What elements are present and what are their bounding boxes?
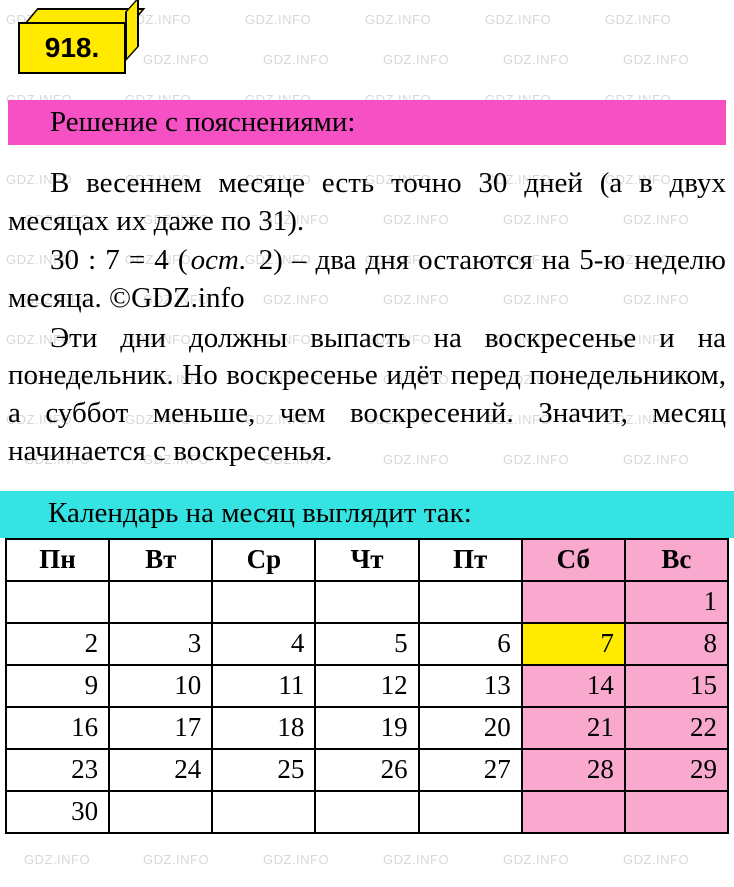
content: 918. Решение с пояснениями: В весеннем м…	[0, 8, 734, 834]
solution-header: Решение с пояснениями:	[8, 100, 726, 145]
table-row: 16171819202122	[6, 707, 728, 749]
calendar-cell: 14	[522, 665, 625, 707]
calendar-cell: 17	[109, 707, 212, 749]
math-prefix: 30 : 7 = 4 (	[50, 244, 188, 276]
watermark: GDZ.INFO	[503, 852, 569, 867]
calendar-cell	[212, 581, 315, 623]
calendar-col-0: Пн	[6, 539, 109, 581]
calendar-table: ПнВтСрЧтПтСбВс 1234567891011121314151617…	[5, 538, 729, 834]
math-line: 30 : 7 = 4 (ост. 2) – два дня остаются н…	[8, 242, 726, 317]
math-mid: 2)	[249, 244, 291, 276]
calendar-header: Календарь на месяц выглядит так:	[0, 491, 734, 538]
table-row: 23242526272829	[6, 749, 728, 791]
calendar-cell	[419, 791, 522, 833]
calendar-cell: 27	[419, 749, 522, 791]
calendar-col-6: Вс	[625, 539, 728, 581]
calendar-cell: 28	[522, 749, 625, 791]
calendar-cell	[625, 791, 728, 833]
calendar-cell	[315, 581, 418, 623]
calendar-head: ПнВтСрЧтПтСбВс	[6, 539, 728, 581]
calendar-cell	[109, 581, 212, 623]
calendar-cell: 20	[419, 707, 522, 749]
calendar-col-4: Пт	[419, 539, 522, 581]
calendar-cell: 18	[212, 707, 315, 749]
calendar-col-2: Ср	[212, 539, 315, 581]
box-side-face	[125, 0, 139, 62]
math-italic: ост.	[188, 244, 250, 276]
watermark: GDZ.INFO	[623, 852, 689, 867]
calendar-cell: 6	[419, 623, 522, 665]
calendar-cell	[419, 581, 522, 623]
calendar-cell	[6, 581, 109, 623]
calendar-cell: 12	[315, 665, 418, 707]
table-row: 9101112131415	[6, 665, 728, 707]
table-row: 2345678	[6, 623, 728, 665]
calendar-body: 1234567891011121314151617181920212223242…	[6, 581, 728, 833]
calendar-cell: 29	[625, 749, 728, 791]
calendar-cell: 2	[6, 623, 109, 665]
calendar-cell: 21	[522, 707, 625, 749]
paragraph-1: В весеннем месяце есть точно 30 дней (а …	[8, 165, 726, 240]
calendar-cell: 1	[625, 581, 728, 623]
calendar-cell	[109, 791, 212, 833]
calendar-cell	[522, 791, 625, 833]
calendar-cell: 13	[419, 665, 522, 707]
calendar-cell: 16	[6, 707, 109, 749]
calendar-cell: 30	[6, 791, 109, 833]
calendar-cell: 25	[212, 749, 315, 791]
calendar-cell	[212, 791, 315, 833]
calendar-cell: 10	[109, 665, 212, 707]
calendar-col-5: Сб	[522, 539, 625, 581]
solution-body: В весеннем месяце есть точно 30 дней (а …	[8, 165, 726, 471]
calendar-header-row: ПнВтСрЧтПтСбВс	[6, 539, 728, 581]
calendar-col-3: Чт	[315, 539, 418, 581]
calendar-cell: 22	[625, 707, 728, 749]
calendar-cell: 23	[6, 749, 109, 791]
calendar-cell: 4	[212, 623, 315, 665]
calendar-cell: 8	[625, 623, 728, 665]
calendar-cell: 7	[522, 623, 625, 665]
exercise-number: 918.	[18, 22, 126, 74]
watermark: GDZ.INFO	[263, 852, 329, 867]
table-row: 30	[6, 791, 728, 833]
exercise-number-block: 918.	[10, 8, 150, 78]
calendar-cell: 9	[6, 665, 109, 707]
calendar-cell: 26	[315, 749, 418, 791]
calendar-col-1: Вт	[109, 539, 212, 581]
calendar-cell: 3	[109, 623, 212, 665]
table-row: 1	[6, 581, 728, 623]
calendar-cell: 19	[315, 707, 418, 749]
calendar-cell: 24	[109, 749, 212, 791]
paragraph-3: Эти дни должны выпасть на воскре­сенье и…	[8, 320, 726, 471]
calendar-cell	[315, 791, 418, 833]
calendar-cell: 15	[625, 665, 728, 707]
watermark: GDZ.INFO	[383, 852, 449, 867]
watermark: GDZ.INFO	[24, 852, 90, 867]
calendar-cell: 11	[212, 665, 315, 707]
calendar-cell: 5	[315, 623, 418, 665]
calendar-wrap: ПнВтСрЧтПтСбВс 1234567891011121314151617…	[5, 538, 729, 834]
calendar-cell	[522, 581, 625, 623]
watermark: GDZ.INFO	[143, 852, 209, 867]
